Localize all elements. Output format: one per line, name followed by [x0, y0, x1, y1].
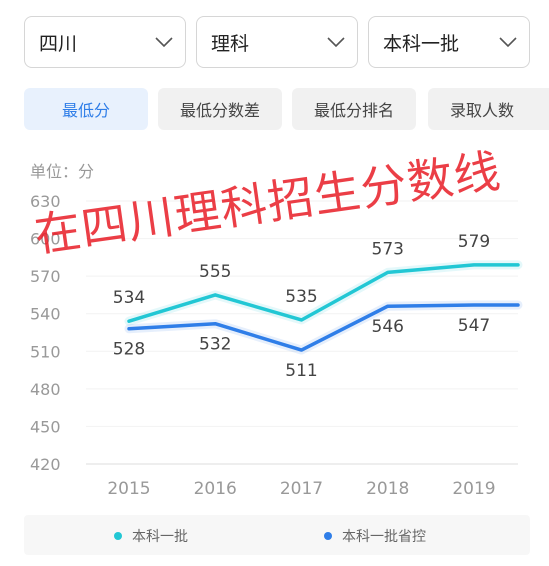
series-line — [127, 303, 520, 352]
data-label: 535 — [285, 287, 317, 307]
y-tick-label: 570 — [30, 267, 61, 286]
y-tick-label: 420 — [30, 455, 61, 474]
subject-select[interactable]: 理科 — [196, 16, 358, 68]
x-tick-label: 2018 — [366, 479, 409, 499]
legend-marker-series-2 — [324, 532, 332, 540]
province-select[interactable]: 四川 — [24, 16, 186, 68]
tab-lowest-score-rank[interactable]: 最低分排名 — [292, 88, 416, 130]
data-label: 534 — [113, 288, 145, 308]
y-tick-label: 450 — [30, 417, 61, 436]
chevron-down-icon — [327, 37, 345, 48]
data-label: 555 — [199, 262, 231, 282]
legend-item-series-2[interactable]: 本科一批省控 — [324, 526, 426, 546]
y-tick-label: 630 — [30, 192, 61, 211]
chevron-down-icon — [155, 37, 173, 48]
x-tick-label: 2019 — [452, 479, 495, 499]
y-tick-label: 600 — [30, 230, 61, 249]
data-label: 579 — [458, 232, 490, 252]
data-label: 532 — [199, 335, 231, 355]
data-label: 547 — [458, 316, 490, 336]
data-label: 546 — [372, 317, 404, 337]
y-tick-label: 540 — [30, 305, 61, 324]
tab-admissions-count[interactable]: 录取人数 — [428, 88, 549, 130]
series-line — [127, 263, 520, 323]
x-tick-label: 2016 — [194, 479, 237, 499]
data-label: 528 — [113, 340, 145, 360]
y-tick-label: 510 — [30, 342, 61, 361]
x-tick-label: 2017 — [280, 479, 323, 499]
y-tick-label: 480 — [30, 380, 61, 399]
chart-legend: 本科一批 本科一批省控 — [24, 515, 530, 555]
data-label: 511 — [285, 361, 317, 381]
x-tick-label: 2015 — [107, 479, 150, 499]
line-chart: 420 450 480 510 540 570 600 630 2015 2016 2017 2018… — [30, 192, 523, 499]
data-label: 573 — [372, 239, 404, 259]
series-line-glow — [124, 260, 523, 326]
subject-select-value: 理科 — [211, 32, 250, 55]
batch-select[interactable]: 本科一批 — [368, 16, 530, 68]
legend-label-series-1: 本科一批 — [132, 529, 188, 545]
tab-lowest-score[interactable]: 最低分 — [24, 88, 148, 130]
unit-label: 单位：分 — [30, 162, 95, 181]
tab-lowest-score-diff[interactable]: 最低分数差 — [158, 88, 282, 130]
batch-select-value: 本科一批 — [383, 32, 460, 55]
province-select-value: 四川 — [39, 32, 78, 55]
legend-item-series-1[interactable]: 本科一批 — [114, 526, 188, 546]
legend-label-series-2: 本科一批省控 — [342, 529, 426, 545]
chevron-down-icon — [499, 37, 517, 48]
legend-marker-series-1 — [114, 532, 122, 540]
